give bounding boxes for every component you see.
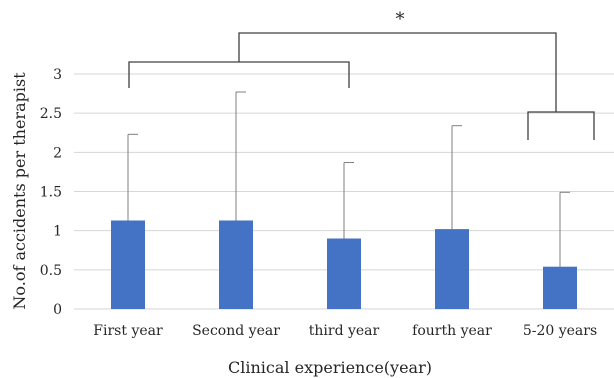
y-axis-title: No.of accidents per therapist xyxy=(10,72,29,310)
bar xyxy=(327,238,361,309)
significance-marker: * xyxy=(396,9,405,30)
bar xyxy=(435,229,469,309)
x-axis-tick-labels: First year Second year third year fourth ye… xyxy=(93,323,597,339)
bar xyxy=(111,220,145,309)
x-axis-title: Clinical experience(year) xyxy=(228,358,432,377)
y-tick-label: 0.5 xyxy=(40,263,62,279)
x-tick-label: 5-20 years xyxy=(523,323,597,339)
y-axis-tick-labels: 0 0.5 1 1.5 2 2.5 3 xyxy=(40,67,62,318)
x-tick-label: fourth year xyxy=(412,323,492,339)
y-tick-label: 2 xyxy=(53,145,62,161)
bar xyxy=(543,266,577,309)
significance-brackets xyxy=(128,32,595,140)
bracket-top xyxy=(238,32,557,112)
y-tick-label: 1.5 xyxy=(40,185,62,201)
error-bars xyxy=(127,91,570,267)
bracket-group-5 xyxy=(527,111,595,140)
bars xyxy=(111,220,577,309)
y-tick-label: 0 xyxy=(53,302,62,318)
y-tick-label: 3 xyxy=(53,67,62,83)
bracket-group-1-3 xyxy=(128,61,350,88)
y-tick-label: 1 xyxy=(53,224,62,240)
bar xyxy=(219,220,253,309)
x-tick-label: Second year xyxy=(192,323,280,339)
x-tick-label: third year xyxy=(309,323,380,339)
y-tick-label: 2.5 xyxy=(40,106,62,122)
x-tick-label: First year xyxy=(93,323,163,339)
